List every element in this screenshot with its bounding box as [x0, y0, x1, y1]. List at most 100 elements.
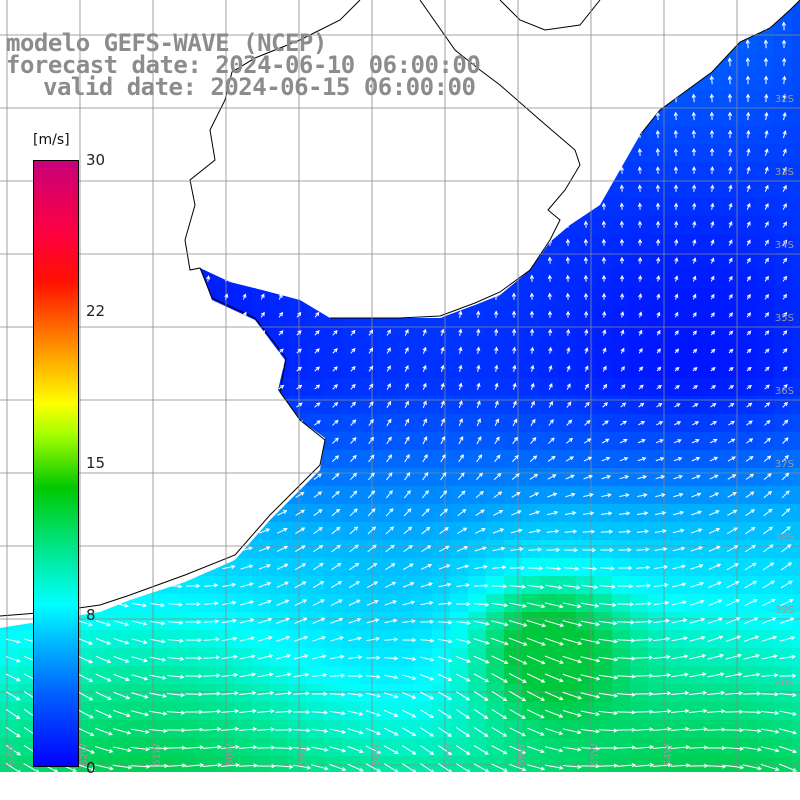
wind-cell: [774, 306, 793, 325]
wind-cell: [612, 18, 631, 37]
wind-cell: [594, 198, 613, 217]
wind-cell: [522, 468, 541, 487]
wind-cell: [738, 234, 757, 253]
wind-cell: [468, 234, 487, 253]
wind-arrow: [655, 493, 666, 498]
wind-arrow: [277, 474, 287, 480]
wind-arrow: [205, 129, 210, 139]
wind-cell: [360, 540, 379, 559]
wind-arrow: [256, 763, 276, 769]
wind-cell: [450, 612, 469, 631]
wind-arrow: [692, 275, 697, 282]
wind-cell: [378, 414, 397, 433]
wind-cell: [342, 126, 361, 145]
wind-arrow: [455, 763, 471, 772]
wind-arrow: [761, 617, 777, 625]
wind-cell: [666, 612, 685, 631]
wind-arrow: [274, 764, 294, 769]
wind-cell: [486, 360, 505, 379]
wind-arrow: [583, 184, 589, 192]
wind-arrow: [548, 41, 554, 48]
wind-arrow: [601, 292, 607, 300]
wind-cell: [234, 342, 253, 361]
wind-arrow: [96, 529, 109, 534]
wind-cell: [702, 432, 721, 451]
wind-cell: [648, 414, 667, 433]
wind-cell: [504, 270, 523, 289]
wind-arrow: [79, 492, 89, 498]
wind-arrow: [313, 509, 323, 517]
wind-cell: [648, 342, 667, 361]
wind-arrow: [565, 202, 571, 210]
wind-cell: [414, 18, 433, 37]
wind-cell: [126, 144, 145, 163]
wind-arrow: [420, 638, 435, 643]
wind-arrow: [637, 475, 648, 480]
wind-arrow: [530, 364, 535, 372]
wind-arrow: [422, 167, 428, 174]
wind-arrow: [205, 256, 211, 264]
latitude-label: 33S: [775, 167, 794, 178]
wind-arrow: [206, 421, 214, 426]
wind-cell: [576, 90, 595, 109]
wind-cell: [360, 0, 379, 19]
wind-arrow: [332, 329, 338, 336]
wind-arrow: [706, 709, 726, 714]
wind-cell: [414, 342, 433, 361]
wind-arrow: [458, 149, 464, 156]
wind-map[interactable]: 32S 33S 34S 35S 36S 37S 38S 39S 40S 63W 62W 61W 60W 5…: [0, 0, 800, 772]
wind-arrow: [562, 602, 582, 609]
wind-arrow: [313, 544, 324, 553]
wind-cell: [432, 450, 451, 469]
wind-cell: [126, 504, 145, 523]
wind-arrow: [619, 493, 630, 498]
wind-cell: [126, 720, 145, 739]
wind-arrow: [116, 401, 121, 408]
wind-arrow: [312, 635, 327, 642]
wind-arrow: [115, 238, 121, 246]
wind-cell: [216, 594, 235, 613]
wind-cell: [468, 288, 487, 307]
wind-cell: [360, 342, 379, 361]
wind-arrow: [350, 130, 355, 138]
wind-arrow: [134, 166, 139, 174]
wind-cell: [108, 0, 127, 19]
wind-arrow: [726, 563, 739, 571]
wind-cell: [486, 0, 505, 19]
wind-cell: [720, 126, 739, 145]
wind-cell: [702, 450, 721, 469]
wind-arrow: [598, 674, 619, 680]
wind-cell: [324, 468, 343, 487]
wind-cell: [450, 216, 469, 235]
wind-arrow: [779, 745, 798, 754]
wind-cell: [90, 198, 109, 217]
wind-cell: [666, 594, 685, 613]
wind-arrow: [8, 220, 13, 228]
wind-cell: [774, 468, 793, 487]
wind-cell: [126, 666, 145, 685]
wind-cell: [648, 630, 667, 649]
wind-cell: [612, 432, 631, 451]
wind-cell: [324, 270, 343, 289]
wind-arrow: [547, 492, 558, 498]
wind-arrow: [329, 746, 347, 753]
wind-arrow: [619, 220, 625, 228]
wind-cell: [666, 288, 685, 307]
wind-arrow: [277, 527, 288, 534]
wind-cell: [774, 144, 793, 163]
wind-cell: [486, 756, 505, 772]
wind-cell: [774, 720, 793, 739]
wind-cell: [162, 450, 181, 469]
wind-arrow: [476, 418, 481, 427]
wind-arrow: [112, 728, 132, 735]
wind-arrow: [80, 220, 85, 228]
wind-cell: [468, 504, 487, 523]
wind-arrow: [780, 599, 794, 607]
wind-arrow: [112, 746, 132, 753]
wind-cell: [288, 144, 307, 163]
wind-cell: [792, 36, 800, 55]
wind-cell: [576, 18, 595, 37]
wind-arrow: [656, 275, 661, 282]
wind-arrow: [548, 437, 555, 444]
wind-cell: [684, 648, 703, 667]
